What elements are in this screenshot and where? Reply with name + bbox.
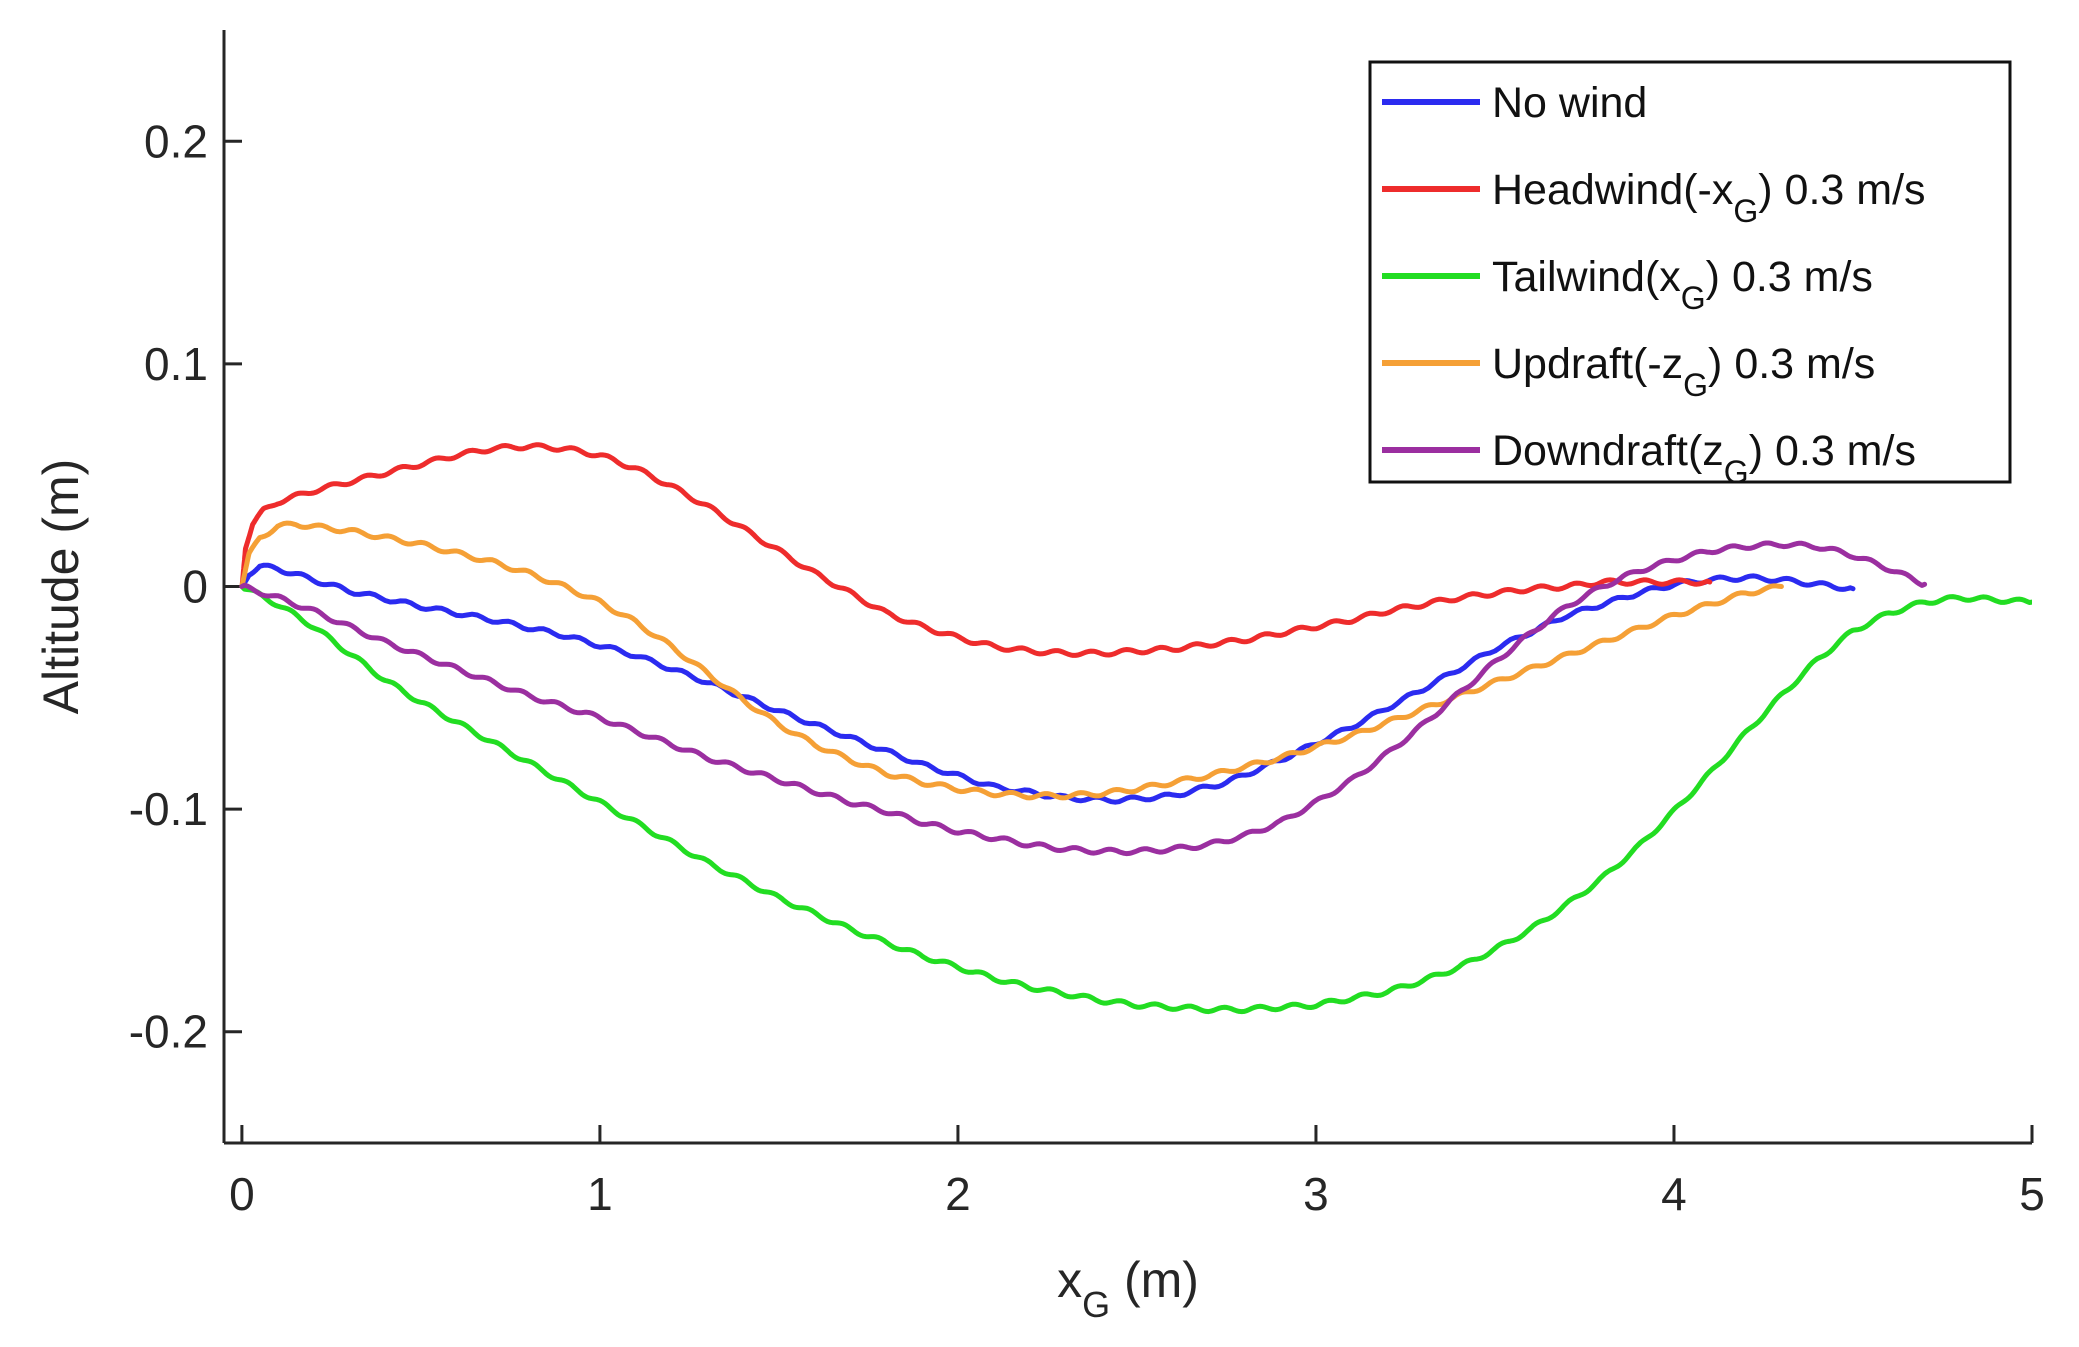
y-tick-label: 0 — [182, 561, 208, 613]
x-tick-label: 4 — [1661, 1168, 1687, 1220]
x-tick-label: 3 — [1303, 1168, 1329, 1220]
y-tick-label: -0.2 — [129, 1006, 208, 1058]
legend-entry-label: Updraft(-zG) 0.3 m/s — [1492, 340, 1875, 403]
legend-entry-label: Tailwind(xG) 0.3 m/s — [1492, 253, 1873, 316]
legend-entry-label: No wind — [1492, 79, 1647, 127]
x-tick-label: 0 — [229, 1168, 255, 1220]
legend-box — [1368, 60, 2012, 484]
series-line-downdraft-zg-0-3-m-s — [239, 540, 1928, 857]
y-tick-label: -0.1 — [129, 783, 208, 835]
legend-entry-label: Headwind(-xG) 0.3 m/s — [1492, 166, 1926, 229]
series-line-updraft-zg-0-3-m-s — [239, 520, 1784, 801]
y-tick-label: 0.1 — [144, 338, 208, 390]
y-axis-title: Altitude (m) — [33, 459, 89, 715]
series-line-tailwind-xg-0-3-m-s — [239, 584, 2032, 1015]
series-lines — [239, 442, 2032, 1015]
x-tick-label: 5 — [2019, 1168, 2045, 1220]
x-tick-label: 1 — [587, 1168, 613, 1220]
y-tick-label: 0.2 — [144, 115, 208, 167]
legend-entry-label: Downdraft(zG) 0.3 m/s — [1492, 427, 1916, 490]
x-tick-label: 2 — [945, 1168, 971, 1220]
x-axis-title: xG (m) — [1057, 1252, 1199, 1325]
legend: No wind Headwind(-xG) 0.3 m/s Tailwind(xG)… — [1368, 60, 2012, 490]
axes: 0 1 2 3 4 5 0.2 0.1 0 -0.1 -0.2 xG (m) Altitude (m) — [33, 30, 2045, 1325]
series-line-headwind-xg-0-3-m-s — [239, 442, 1713, 658]
